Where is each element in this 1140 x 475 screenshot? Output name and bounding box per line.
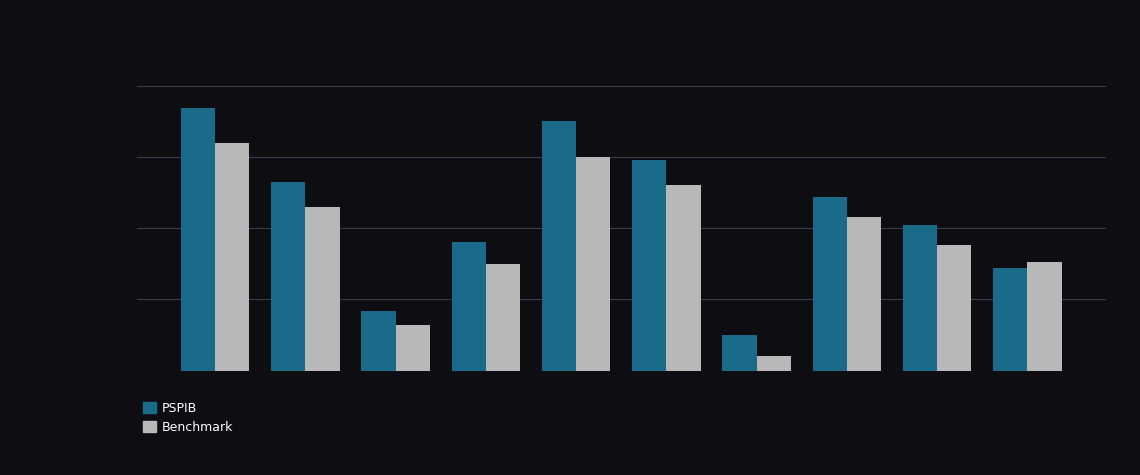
Bar xyxy=(903,225,937,370)
Bar xyxy=(847,217,881,370)
Bar xyxy=(486,264,520,370)
Bar xyxy=(396,325,430,370)
Bar xyxy=(181,108,215,371)
Bar xyxy=(667,185,701,370)
Bar xyxy=(813,197,847,370)
Legend: PSPIB, Benchmark: PSPIB, Benchmark xyxy=(142,402,234,434)
Bar xyxy=(633,160,667,370)
Bar xyxy=(937,245,971,370)
Bar xyxy=(757,356,791,370)
Bar xyxy=(576,157,610,370)
Bar xyxy=(361,311,396,371)
Bar xyxy=(723,335,757,370)
Bar xyxy=(215,142,250,370)
Bar xyxy=(451,242,486,370)
Bar xyxy=(542,121,576,370)
Bar xyxy=(1027,262,1061,371)
Bar xyxy=(306,207,340,370)
Bar xyxy=(993,268,1027,370)
Bar xyxy=(271,182,306,370)
